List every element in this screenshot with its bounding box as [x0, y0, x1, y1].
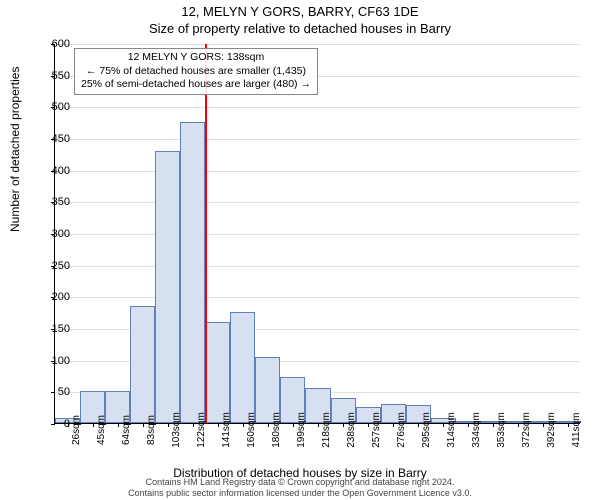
xtick-mark — [293, 423, 294, 427]
footer-line-2: Contains public sector information licen… — [0, 488, 600, 499]
xtick-label: 180sqm — [271, 412, 282, 448]
y-axis-label: Number of detached properties — [8, 67, 22, 232]
ytick-label: 0 — [40, 418, 70, 430]
xtick-label: 314sqm — [446, 412, 457, 448]
xtick-label: 295sqm — [421, 412, 432, 448]
histogram-bar — [130, 306, 155, 423]
annotation-line: 25% of semi-detached houses are larger (… — [81, 78, 311, 92]
footer-line-1: Contains HM Land Registry data © Crown c… — [0, 477, 600, 488]
gridline — [55, 171, 580, 172]
annotation-line: ← 75% of detached houses are smaller (1,… — [81, 65, 311, 79]
xtick-label: 411sqm — [571, 413, 582, 448]
xtick-label: 372sqm — [521, 412, 532, 448]
xtick-label: 334sqm — [471, 412, 482, 448]
xtick-mark — [443, 423, 444, 427]
xtick-mark — [168, 423, 169, 427]
xtick-mark — [143, 423, 144, 427]
histogram-chart — [54, 44, 580, 424]
ytick-label: 100 — [40, 355, 70, 367]
ytick-label: 600 — [40, 38, 70, 50]
xtick-label: 276sqm — [396, 412, 407, 448]
xtick-label: 238sqm — [346, 412, 357, 448]
xtick-label: 218sqm — [321, 412, 332, 448]
xtick-label: 45sqm — [96, 415, 107, 445]
xtick-label: 199sqm — [296, 412, 307, 448]
gridline — [55, 297, 580, 298]
xtick-mark — [93, 423, 94, 427]
xtick-label: 103sqm — [171, 412, 182, 448]
gridline — [55, 266, 580, 267]
xtick-mark — [518, 423, 519, 427]
gridline — [55, 234, 580, 235]
histogram-bar — [180, 122, 205, 423]
xtick-mark — [118, 423, 119, 427]
xtick-mark — [268, 423, 269, 427]
xtick-mark — [493, 423, 494, 427]
ytick-label: 50 — [40, 386, 70, 398]
xtick-label: 392sqm — [546, 412, 557, 448]
ytick-label: 400 — [40, 165, 70, 177]
xtick-mark — [543, 423, 544, 427]
xtick-label: 122sqm — [196, 412, 207, 448]
page-supertitle: 12, MELYN Y GORS, BARRY, CF63 1DE — [0, 0, 600, 19]
plot-region — [54, 44, 580, 424]
xtick-mark — [468, 423, 469, 427]
gridline — [55, 139, 580, 140]
xtick-mark — [218, 423, 219, 427]
xtick-label: 353sqm — [496, 412, 507, 448]
xtick-label: 64sqm — [121, 415, 132, 445]
ytick-label: 450 — [40, 133, 70, 145]
gridline — [55, 44, 580, 45]
ytick-label: 250 — [40, 260, 70, 272]
xtick-mark — [193, 423, 194, 427]
gridline — [55, 202, 580, 203]
gridline — [55, 107, 580, 108]
xtick-mark — [368, 423, 369, 427]
ytick-label: 550 — [40, 70, 70, 82]
xtick-mark — [318, 423, 319, 427]
annotation-line: 12 MELYN Y GORS: 138sqm — [81, 51, 311, 65]
xtick-mark — [393, 423, 394, 427]
marker-line — [205, 44, 207, 423]
ytick-label: 200 — [40, 291, 70, 303]
xtick-mark — [243, 423, 244, 427]
xtick-label: 83sqm — [146, 415, 157, 445]
ytick-label: 500 — [40, 101, 70, 113]
footer-attribution: Contains HM Land Registry data © Crown c… — [0, 477, 600, 499]
xtick-label: 160sqm — [246, 412, 257, 448]
histogram-bar — [155, 151, 180, 423]
ytick-label: 150 — [40, 323, 70, 335]
histogram-bar — [230, 312, 255, 423]
ytick-label: 300 — [40, 228, 70, 240]
histogram-bar — [205, 322, 230, 423]
marker-annotation: 12 MELYN Y GORS: 138sqm← 75% of detached… — [74, 48, 318, 95]
xtick-mark — [418, 423, 419, 427]
xtick-label: 141sqm — [221, 412, 232, 448]
xtick-label: 257sqm — [371, 412, 382, 448]
page-title: Size of property relative to detached ho… — [0, 19, 600, 40]
xtick-mark — [343, 423, 344, 427]
ytick-label: 350 — [40, 196, 70, 208]
xtick-label: 26sqm — [71, 415, 82, 445]
xtick-mark — [568, 423, 569, 427]
